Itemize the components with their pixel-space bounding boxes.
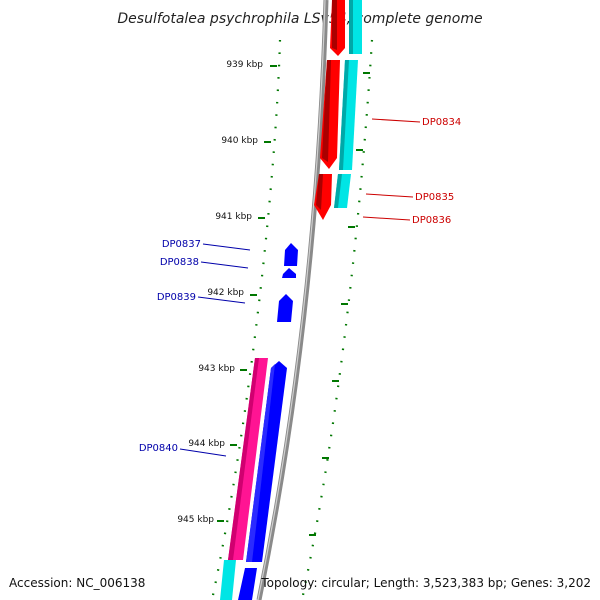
kbp-label: 944 kbp <box>188 439 225 449</box>
feature-block <box>220 560 236 600</box>
major-ticks <box>217 65 370 536</box>
gene-label-dp0837[interactable]: DP0837 <box>162 239 201 250</box>
gene-arrow[interactable] <box>238 568 257 600</box>
kbp-label: 943 kbp <box>198 364 235 374</box>
gene-label-dp0839[interactable]: DP0839 <box>157 292 196 303</box>
gene-arrow[interactable] <box>284 243 298 266</box>
kbp-label: 941 kbp <box>215 212 252 222</box>
left-tick-ring <box>210 39 282 600</box>
gene-label-dp0834[interactable]: DP0834 <box>422 117 461 128</box>
kbp-label: 939 kbp <box>226 60 263 70</box>
genome-backbone <box>256 0 329 600</box>
gene-label-dp0836[interactable]: DP0836 <box>412 215 451 226</box>
reverse-feature-track <box>220 358 268 600</box>
gene-label-dp0835[interactable]: DP0835 <box>415 192 454 203</box>
gene-label-dp0840[interactable]: DP0840 <box>139 443 178 454</box>
gene-arrow[interactable] <box>282 268 296 278</box>
reverse-cds-long <box>238 361 287 600</box>
forward-feature-track <box>334 0 362 208</box>
kbp-label: 940 kbp <box>221 136 258 146</box>
kbp-label: 945 kbp <box>177 515 214 525</box>
gene-label-dp0838[interactable]: DP0838 <box>160 257 199 268</box>
kbp-label: 942 kbp <box>207 288 244 298</box>
gene-arrow[interactable] <box>277 294 293 322</box>
accession-text: Accession: NC_006138 <box>9 576 145 590</box>
reverse-cds-small <box>277 243 298 322</box>
backbone-highlight <box>257 0 326 600</box>
genome-title: Desulfotalea psychrophila LSv54, complet… <box>117 11 482 27</box>
genome-summary-text: Topology: circular; Length: 3,523,383 bp… <box>260 576 591 590</box>
forward-cds-track <box>314 0 345 220</box>
right-tick-ring <box>300 39 374 600</box>
